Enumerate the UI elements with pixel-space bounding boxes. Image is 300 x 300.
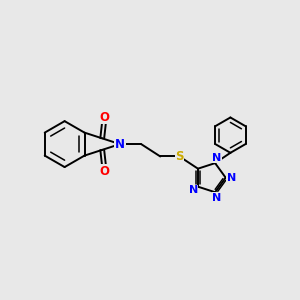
Text: N: N — [189, 185, 198, 195]
Text: N: N — [212, 152, 221, 163]
Text: S: S — [175, 150, 184, 163]
Text: O: O — [100, 111, 110, 124]
Text: N: N — [227, 173, 236, 183]
Text: O: O — [100, 165, 110, 178]
Text: N: N — [212, 193, 221, 203]
Text: N: N — [115, 138, 125, 151]
